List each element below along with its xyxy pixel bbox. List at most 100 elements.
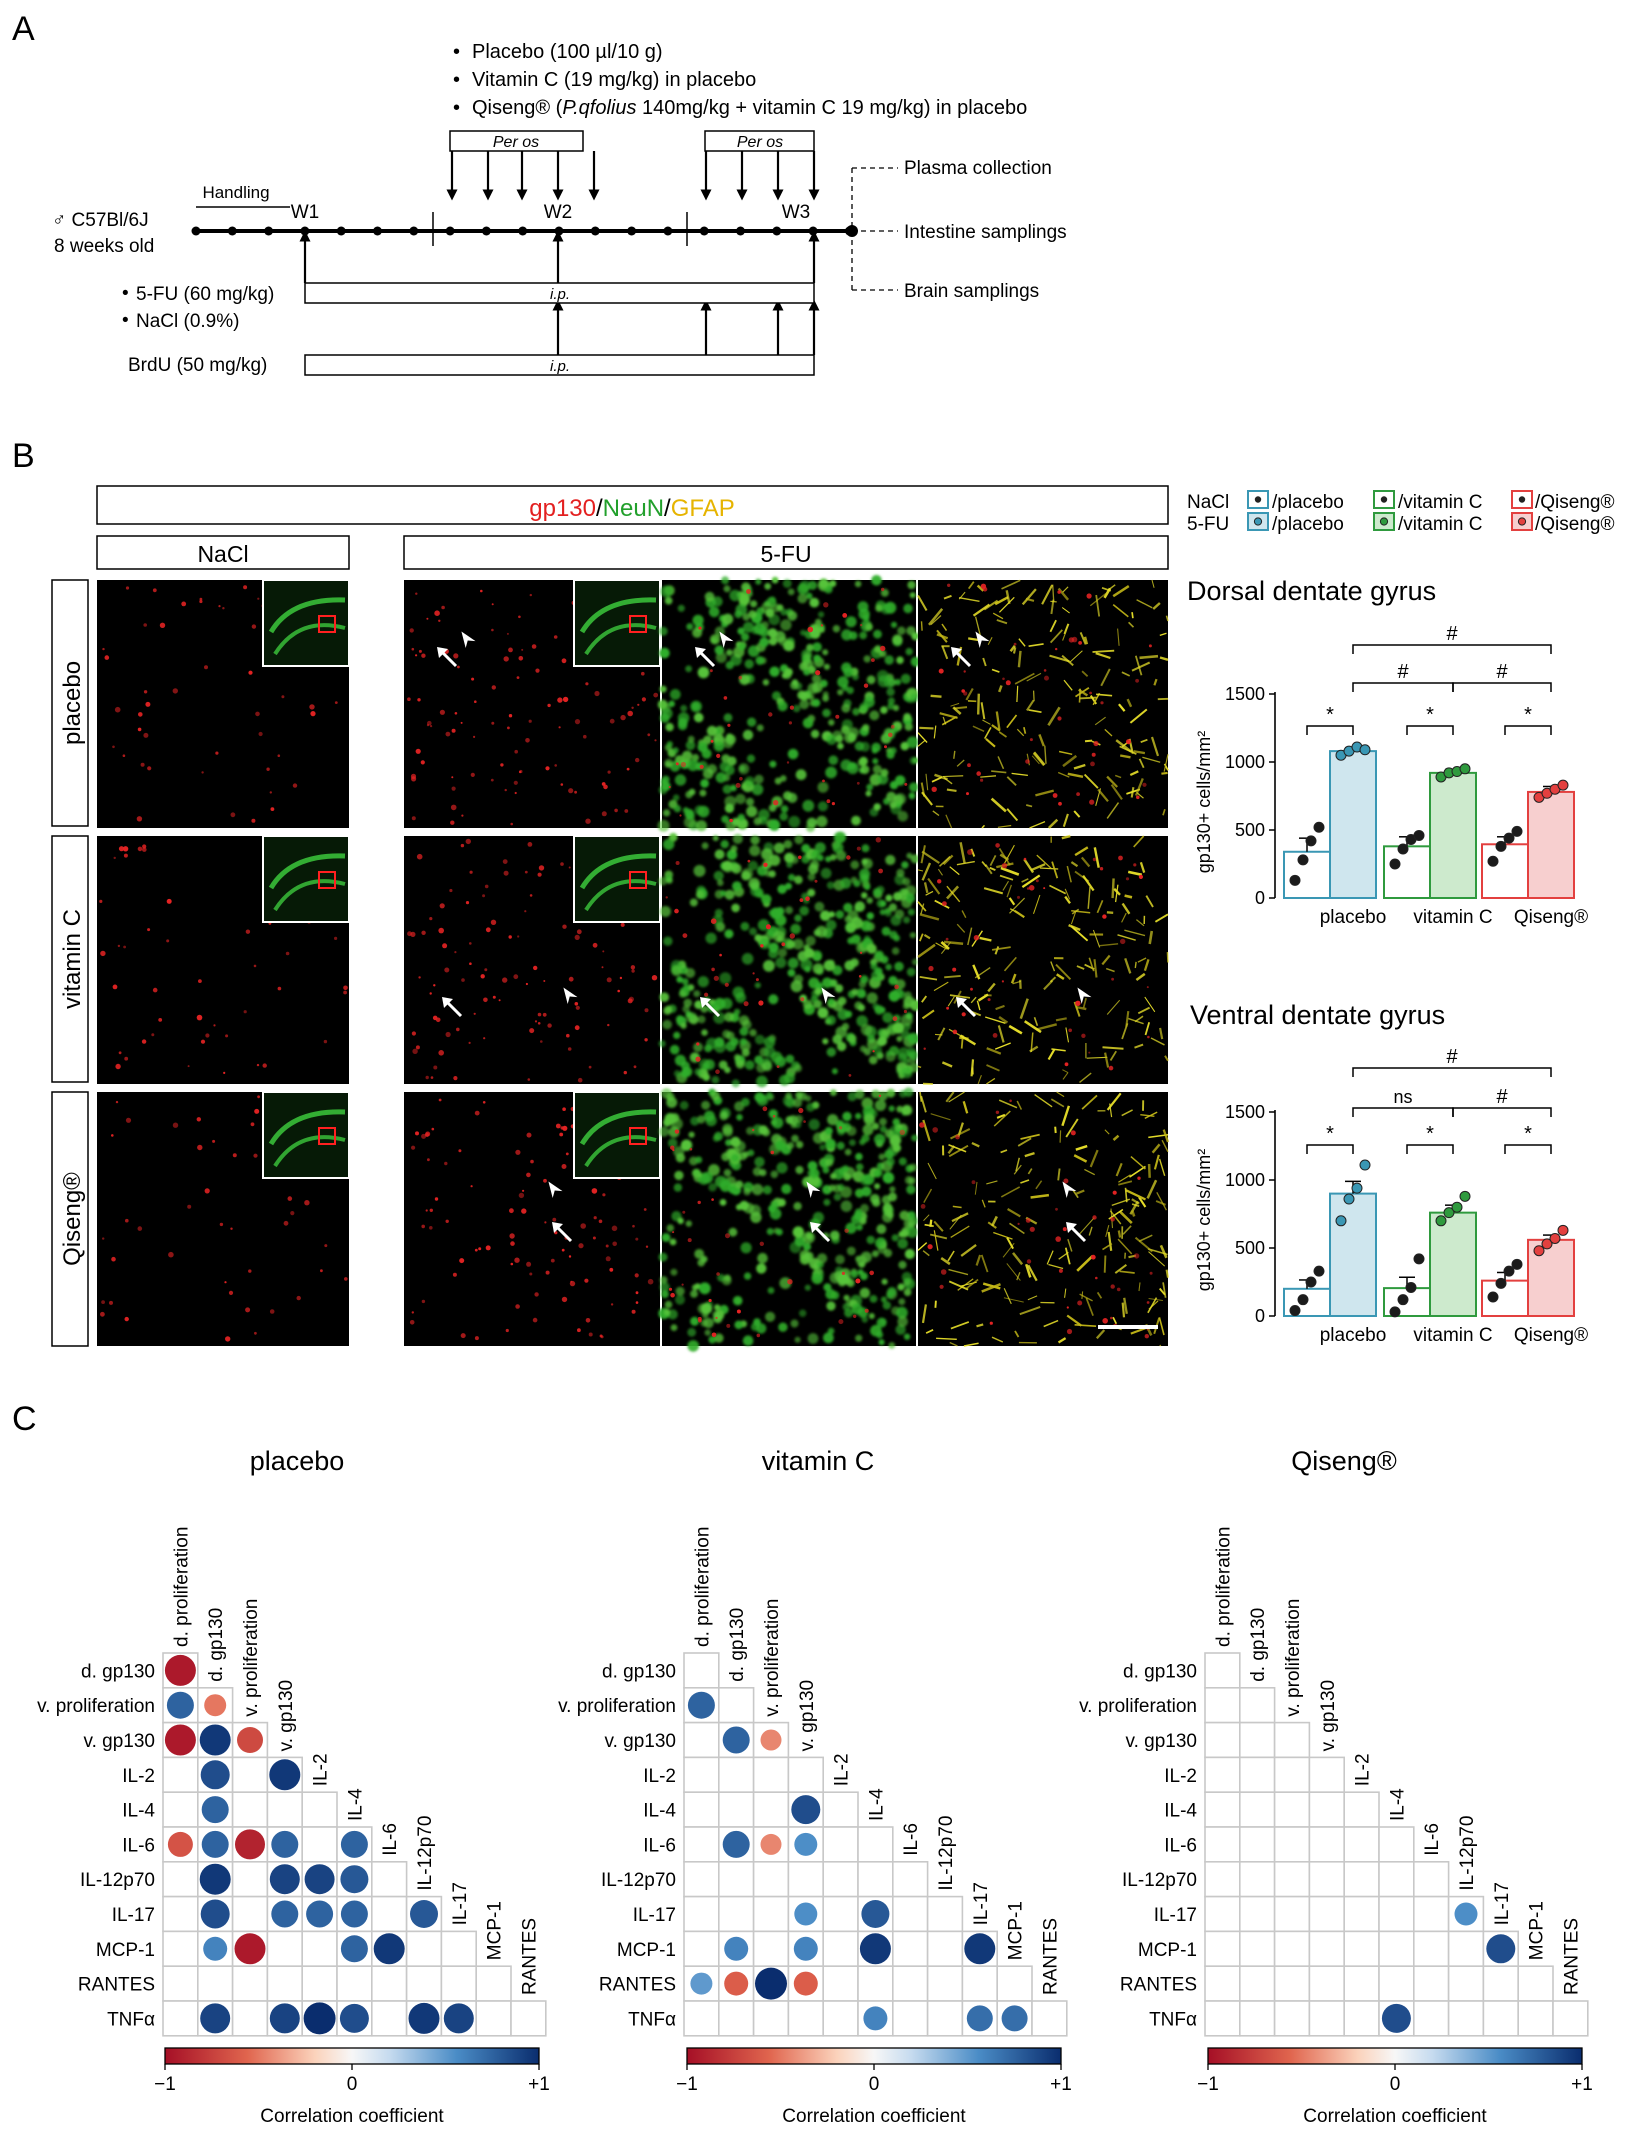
- gp130-puncta: [645, 1245, 649, 1248]
- gfap-fiber: [917, 1065, 922, 1069]
- neun-cell: [660, 906, 671, 917]
- significance-bracket: [1406, 1144, 1454, 1154]
- gfap-fiber: [996, 619, 1008, 625]
- neun-cell: [764, 870, 772, 877]
- gp130-puncta: [255, 711, 260, 717]
- neun-cell: [710, 1091, 720, 1101]
- heatmap-cell: [717, 1687, 755, 1724]
- gp130-puncta: [1055, 647, 1058, 651]
- gfap-fiber: [958, 597, 980, 602]
- gp130-puncta: [458, 1149, 462, 1153]
- correlation-dot: [410, 1900, 438, 1928]
- gp130-puncta: [324, 1244, 328, 1248]
- gp130-puncta: [102, 647, 105, 651]
- gp130-puncta: [560, 783, 564, 786]
- gfap-fiber: [950, 1321, 970, 1330]
- panel-a: A • Placebo (100 µl/10 g) • Vitamin C (1…: [12, 10, 1067, 376]
- gp130-puncta: [1035, 879, 1039, 883]
- gp130-puncta: [449, 888, 453, 893]
- neun-cell: [750, 600, 758, 608]
- gfap-fiber: [934, 899, 950, 909]
- neun-cell: [743, 1202, 755, 1214]
- gp130-puncta: [1090, 1254, 1096, 1260]
- correlation-dot: [964, 1933, 996, 1965]
- neun-cell: [735, 1059, 745, 1069]
- gp130-puncta: [938, 668, 944, 674]
- data-point: [1503, 832, 1515, 844]
- neun-cell: [744, 776, 755, 787]
- neun-cell: [720, 890, 727, 897]
- heatmap-cell: [162, 1930, 199, 1968]
- heatmap-cell: [787, 2000, 825, 2037]
- gfap-fiber: [917, 943, 936, 959]
- gfap-fiber: [1124, 958, 1132, 974]
- gp130-puncta: [759, 1241, 764, 1247]
- gfap-fiber: [942, 854, 954, 866]
- neun-cell: [855, 1334, 863, 1342]
- gfap-fiber: [977, 993, 989, 1002]
- gp130-puncta: [100, 1311, 105, 1317]
- neun-cell: [722, 784, 732, 794]
- legend-swatch-dot: [1379, 517, 1389, 526]
- heatmap-cell: [1308, 1861, 1346, 1898]
- heatmap-cell: [822, 1861, 859, 1898]
- gfap-fiber: [1009, 1222, 1025, 1235]
- gfap-fiber: [996, 1113, 1006, 1119]
- gp130-puncta: [1133, 863, 1137, 867]
- neun-cell: [794, 1064, 802, 1073]
- data-point: [1313, 821, 1325, 833]
- gp130-puncta: [580, 1223, 586, 1229]
- gfap-fiber: [1159, 1344, 1162, 1347]
- gp130-puncta: [218, 605, 221, 608]
- gp130-puncta: [522, 1189, 525, 1192]
- neun-cell: [897, 1283, 905, 1291]
- heatmap-cell: [301, 1930, 338, 1968]
- gfap-fiber: [1114, 1263, 1127, 1274]
- correlation-dot: [200, 1899, 230, 1929]
- gp130-puncta: [860, 623, 863, 627]
- heatmap-cell: [1308, 1791, 1346, 1828]
- legend-row-nacl: NaCl: [1187, 492, 1229, 513]
- gp130-puncta: [453, 1076, 458, 1081]
- arrow-marker-head: [552, 1222, 563, 1233]
- data-point: [1405, 1281, 1417, 1293]
- gfap-fiber: [1000, 1149, 1008, 1154]
- gp130-puncta: [716, 753, 721, 759]
- gp130-puncta: [454, 712, 458, 715]
- gp130-puncta: [1029, 738, 1033, 742]
- gp130-puncta: [1055, 1207, 1058, 1211]
- col-header-5fu: 5-FU: [760, 541, 811, 567]
- heatmap-cell: [1239, 1861, 1276, 1898]
- significance-label: ns: [1393, 1087, 1412, 1107]
- gfap-fiber: [990, 797, 1007, 813]
- gfap-fiber: [972, 725, 985, 732]
- heatmap-cell: [683, 1826, 720, 1863]
- neun-cell: [830, 1172, 837, 1180]
- neun-cell: [880, 1318, 887, 1325]
- neun-cell: [759, 637, 769, 648]
- gp130-puncta: [800, 997, 805, 1002]
- week-w1: W1: [291, 202, 320, 223]
- timeline-day-dot: [481, 226, 491, 236]
- neun-cell: [837, 996, 847, 1006]
- gfap-fiber: [1021, 878, 1029, 883]
- neun-cell: [887, 702, 895, 710]
- row-label: IL-2: [1164, 1766, 1197, 1787]
- gfap-fiber: [942, 716, 947, 725]
- gfap-fiber: [1033, 1017, 1039, 1027]
- gp130-puncta: [115, 1100, 119, 1104]
- neun-cell: [863, 655, 871, 663]
- gp130-puncta: [585, 818, 591, 824]
- gp130-puncta: [789, 933, 795, 939]
- gp130-puncta: [172, 688, 178, 694]
- gp130-puncta: [225, 1336, 231, 1342]
- neun-cell: [713, 1314, 723, 1324]
- gp130-puncta: [1023, 857, 1027, 861]
- gfap-fiber: [982, 719, 991, 725]
- gfap-fiber: [1138, 1234, 1153, 1243]
- neun-cell: [806, 817, 817, 828]
- gfap-fiber: [1006, 1237, 1014, 1250]
- gp130-puncta: [461, 814, 464, 817]
- gfap-fiber: [1026, 672, 1042, 682]
- gp130-puncta: [438, 1050, 445, 1056]
